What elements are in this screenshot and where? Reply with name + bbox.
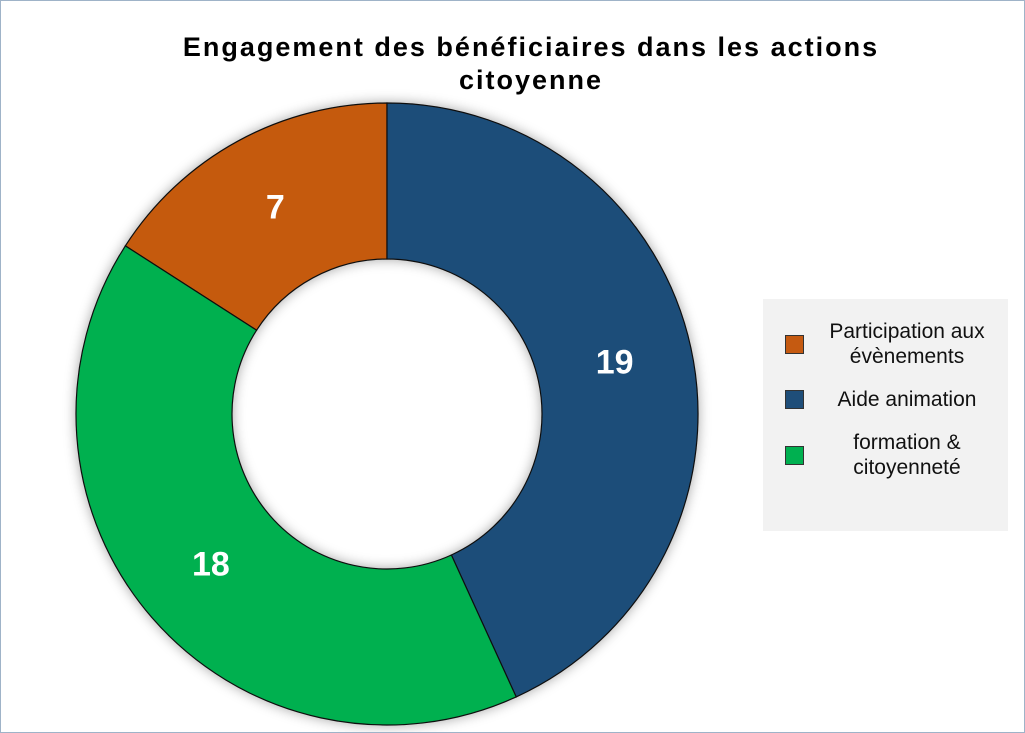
legend-label: formation & citoyenneté [853, 431, 961, 479]
donut-slice [386, 102, 699, 698]
chart-title: Engagement des bénéficiaires dans les ac… [182, 32, 880, 95]
legend-label: Participation aux évènements [829, 320, 985, 368]
legend-swatch [785, 390, 804, 409]
donut-slice [124, 102, 388, 332]
legend-entry: formation & citoyenneté [785, 430, 1008, 480]
legend: Participation aux évènements Aide animati… [763, 299, 1008, 531]
donut-slice [75, 245, 517, 726]
legend-swatch [785, 445, 804, 465]
data-label: 19 [596, 343, 634, 381]
legend-entry: Participation aux évènements [785, 319, 1008, 369]
legend-swatch [785, 334, 804, 354]
data-label: 7 [266, 188, 285, 226]
legend-label: Aide animation [837, 388, 977, 411]
legend-entry: Aide animation [785, 387, 1008, 412]
data-label: 18 [192, 546, 230, 584]
